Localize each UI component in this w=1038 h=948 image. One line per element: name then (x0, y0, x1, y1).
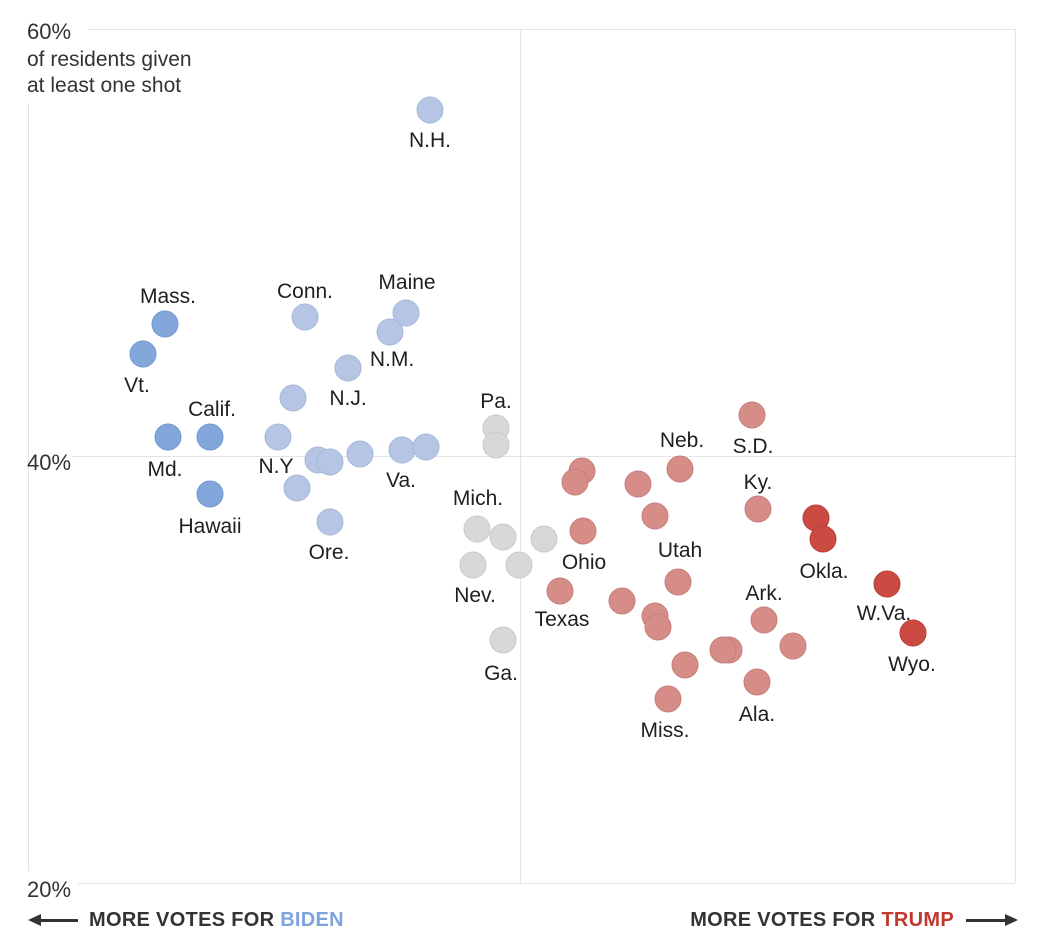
data-point[interactable] (624, 470, 652, 498)
data-point[interactable] (412, 433, 440, 461)
data-point-nev[interactable] (459, 551, 487, 579)
state-label-nj: N.J. (329, 387, 367, 410)
gridline-right-border (1015, 29, 1016, 883)
data-point-neb[interactable] (666, 455, 694, 483)
trump-arrow-icon (1005, 914, 1018, 926)
state-label-mass: Mass. (139, 285, 197, 308)
x-axis-label-trump-prefix: MORE VOTES FOR (690, 909, 882, 931)
x-axis-label-biden-prefix: MORE VOTES FOR (89, 909, 281, 931)
data-point[interactable] (709, 636, 737, 664)
state-label-ky: Ky. (743, 471, 773, 494)
biden-arrow-line (39, 919, 78, 922)
state-label-ohio: Ohio (561, 551, 607, 574)
state-label-miss: Miss. (640, 719, 690, 742)
state-label-mich: Mich. (452, 487, 504, 510)
data-point[interactable] (283, 474, 311, 502)
data-point[interactable] (505, 551, 533, 579)
gridline-40pct (72, 456, 1015, 457)
state-label-okla: Okla. (799, 560, 849, 583)
data-point-ark[interactable] (750, 606, 778, 634)
data-point-wva[interactable] (873, 570, 901, 598)
data-point-md[interactable] (154, 423, 182, 451)
data-point-ky[interactable] (744, 495, 772, 523)
data-point-ala[interactable] (743, 668, 771, 696)
data-point-texas[interactable] (546, 577, 574, 604)
y-tick-60: 60% (27, 19, 72, 44)
data-point-hawaii[interactable] (196, 480, 224, 508)
state-label-utah: Utah (657, 539, 703, 562)
data-point[interactable] (671, 651, 699, 679)
state-label-nev: Nev. (454, 584, 496, 607)
data-point-nj[interactable] (279, 384, 307, 412)
data-point-mass[interactable] (151, 310, 179, 338)
data-point-utah[interactable] (664, 568, 692, 596)
state-label-hawaii: Hawaii (178, 515, 242, 538)
state-label-ga: Ga. (484, 662, 518, 685)
state-label-nm: N.M. (369, 348, 415, 371)
y-tick-40: 40% (27, 450, 72, 475)
gridline-20pct (78, 883, 1015, 884)
state-label-wva: W.Va. (856, 602, 912, 625)
data-point-miss[interactable] (654, 685, 682, 713)
data-point[interactable] (264, 423, 292, 451)
data-point-wyo[interactable] (899, 619, 927, 647)
data-point-ohio[interactable] (569, 517, 597, 545)
data-point-ore[interactable] (316, 508, 344, 536)
x-axis-label-trump: MORE VOTES FOR TRUMP (690, 909, 954, 932)
state-label-maine: Maine (378, 271, 436, 294)
data-point[interactable] (346, 440, 374, 468)
y-axis-subtitle-line2: at least one shot (27, 74, 182, 97)
state-label-calif: Calif. (188, 398, 236, 421)
state-label-ore: Ore. (308, 541, 350, 564)
state-label-va: Va. (386, 469, 416, 492)
x-axis-label-biden: MORE VOTES FOR BIDEN (89, 909, 344, 932)
state-label-nh: N.H. (409, 129, 451, 152)
state-label-md: Md. (147, 458, 183, 481)
state-label-texas: Texas (534, 608, 590, 631)
state-label-vt: Vt. (124, 374, 150, 397)
y-axis-subtitle-line1: of residents given (27, 48, 192, 71)
data-point[interactable] (530, 525, 558, 553)
data-point[interactable] (482, 431, 510, 459)
state-label-wyo: Wyo. (888, 653, 936, 676)
data-point[interactable] (608, 587, 636, 615)
state-label-ark: Ark. (745, 582, 783, 605)
data-point[interactable] (489, 523, 517, 551)
biden-arrow-icon (28, 914, 41, 926)
data-point[interactable] (779, 632, 807, 660)
data-point[interactable] (641, 502, 669, 530)
data-point-nh[interactable] (416, 96, 444, 124)
state-label-conn: Conn. (276, 280, 334, 303)
data-point-calif[interactable] (196, 423, 224, 451)
trump-arrow-line (966, 919, 1005, 922)
state-label-pa: Pa. (480, 390, 512, 413)
state-label-ny: N.Y (258, 455, 294, 478)
data-point-ga[interactable] (489, 626, 517, 654)
data-point[interactable] (561, 468, 589, 496)
data-point-vt[interactable] (129, 340, 157, 368)
axis-left-line (28, 103, 29, 871)
data-point[interactable] (376, 318, 404, 346)
data-point[interactable] (644, 613, 672, 641)
x-axis-label-biden-emphasis: BIDEN (280, 909, 344, 931)
data-point-mich[interactable] (463, 515, 491, 543)
state-label-sd: S.D. (732, 435, 774, 458)
gridline-center-vertical (520, 29, 521, 883)
data-point[interactable] (809, 525, 837, 553)
state-label-neb: Neb. (659, 429, 705, 452)
data-point-conn[interactable] (291, 303, 319, 331)
data-point[interactable] (316, 448, 344, 476)
state-label-ala: Ala. (738, 703, 776, 726)
gridline-60pct (88, 29, 1015, 30)
y-tick-20: 20% (27, 877, 72, 902)
x-axis-label-trump-emphasis: TRUMP (881, 909, 954, 931)
data-point-nm[interactable] (334, 354, 362, 382)
data-point-sd[interactable] (738, 401, 766, 429)
